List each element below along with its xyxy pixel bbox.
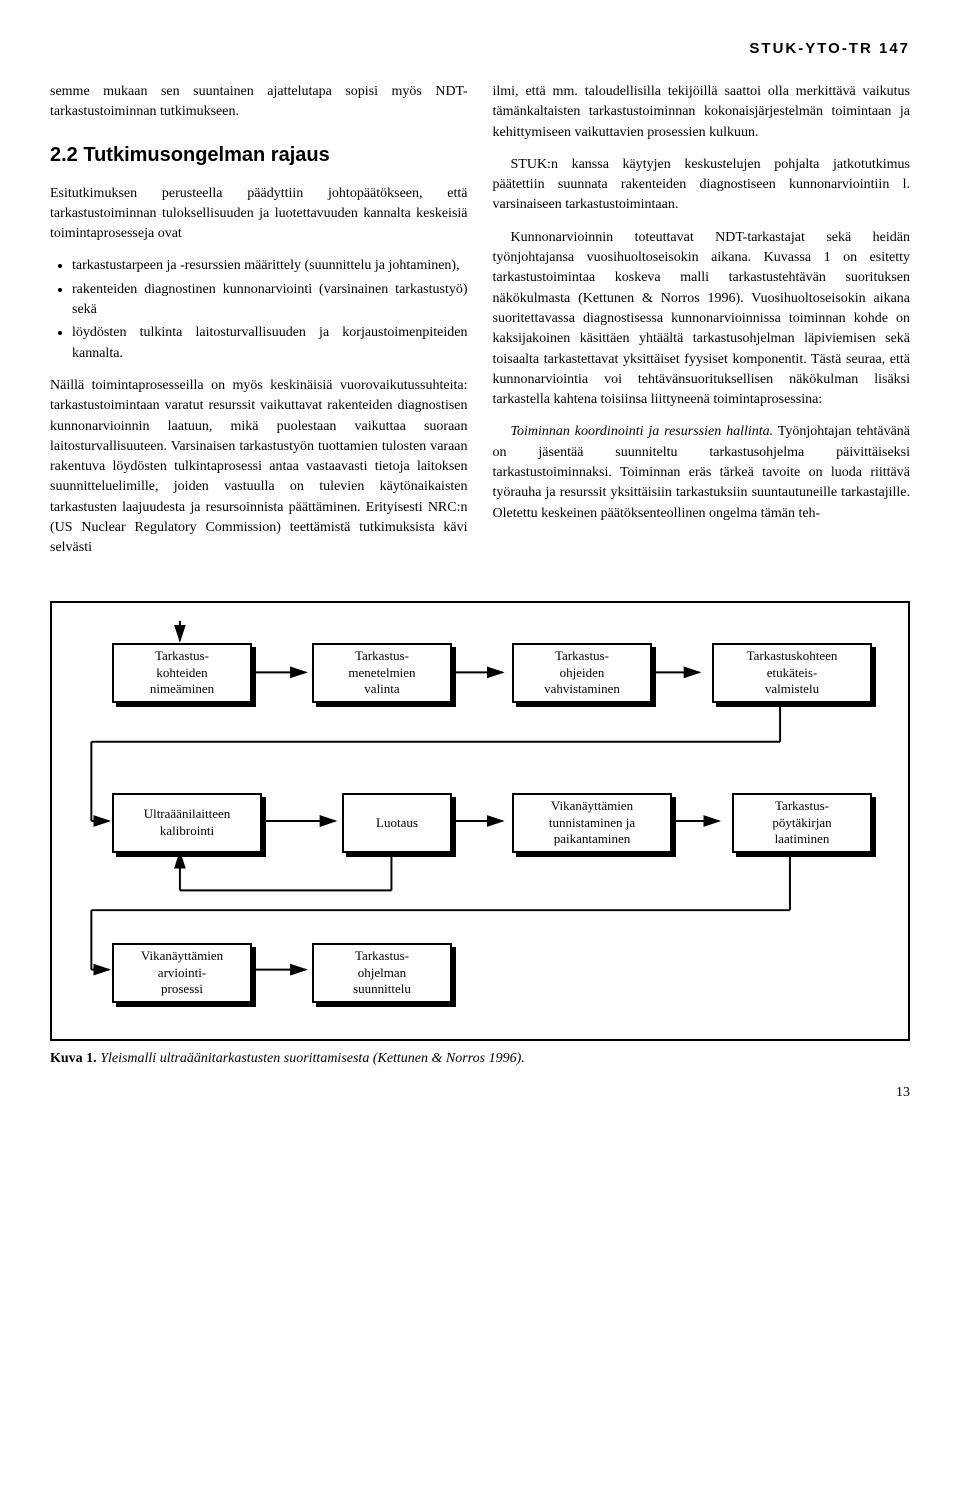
flow-node-label: Ultraäänilaitteenkalibrointi xyxy=(144,806,231,839)
flow-node: Tarkastus-ohjelmansuunnittelu xyxy=(312,943,452,1003)
flow-node: Ultraäänilaitteenkalibrointi xyxy=(112,793,262,853)
bullet-list: tarkastustarpeen ja -resurssien määritte… xyxy=(50,256,468,363)
flow-node: Vikanäyttämientunnistaminen japaikantami… xyxy=(512,793,672,853)
flow-node-label: Tarkastus-kohteidennimeäminen xyxy=(150,648,214,697)
right-para1: ilmi, että mm. taloudellisilla tekijöill… xyxy=(493,82,911,143)
flow-node: Tarkastus-menetelmienvalinta xyxy=(312,643,452,703)
right-para3: Kunnonarvioinnin toteuttavat NDT-tarkast… xyxy=(493,228,911,411)
page-number: 13 xyxy=(50,1085,910,1101)
right-para2: STUK:n kanssa käytyjen keskustelujen poh… xyxy=(493,155,911,216)
flow-node: Tarkastus-kohteidennimeäminen xyxy=(112,643,252,703)
figure-caption: Kuva 1. Yleismalli ultraäänitarkastusten… xyxy=(50,1051,910,1067)
right-para4: Toiminnan koordinointi ja resurssien hal… xyxy=(493,422,911,523)
flow-node-label: Tarkastus-ohjelmansuunnittelu xyxy=(353,948,411,997)
flow-node: Vikanäyttämienarviointi-prosessi xyxy=(112,943,252,1003)
bullet-item: rakenteiden diagnostinen kunnonarviointi… xyxy=(72,280,468,321)
flow-node: Tarkastuskohteenetukäteis-valmistelu xyxy=(712,643,872,703)
report-code: STUK-YTO-TR 147 xyxy=(50,40,910,57)
flow-node-label: Tarkastus-ohjeidenvahvistaminen xyxy=(544,648,620,697)
flow-node-label: Tarkastuskohteenetukäteis-valmistelu xyxy=(747,648,838,697)
bullet-item: löydösten tulkinta laitosturvallisuuden … xyxy=(72,323,468,364)
text-columns: semme mukaan sen suuntainen ajattelutapa… xyxy=(50,82,910,571)
caption-lead: Kuva 1. xyxy=(50,1051,97,1066)
caption-text: Yleismalli ultraäänitarkastusten suoritt… xyxy=(97,1051,525,1066)
flow-node: Luotaus xyxy=(342,793,452,853)
flow-node-label: Vikanäyttämientunnistaminen japaikantami… xyxy=(549,798,635,847)
bullet-item: tarkastustarpeen ja -resurssien määritte… xyxy=(72,256,468,276)
section-title: 2.2 Tutkimusongelman rajaus xyxy=(50,141,468,170)
left-para2: Näillä toimintaprosesseilla on myös kesk… xyxy=(50,376,468,559)
flow-node-label: Tarkastus-menetelmienvalinta xyxy=(348,648,415,697)
right-column: ilmi, että mm. taloudellisilla tekijöill… xyxy=(493,82,911,571)
para4-lead: Toiminnan koordinointi ja resurssien hal… xyxy=(511,424,774,439)
flowchart-diagram: Tarkastus-kohteidennimeäminen Tarkastus-… xyxy=(50,601,910,1041)
left-para1: Esitutkimuksen perusteella päädyttiin jo… xyxy=(50,184,468,245)
left-column: semme mukaan sen suuntainen ajattelutapa… xyxy=(50,82,468,571)
intro-para: semme mukaan sen suuntainen ajattelutapa… xyxy=(50,82,468,123)
flow-node-label: Tarkastus-pöytäkirjanlaatiminen xyxy=(772,798,831,847)
flow-node-label: Vikanäyttämienarviointi-prosessi xyxy=(141,948,223,997)
flow-node: Tarkastus-pöytäkirjanlaatiminen xyxy=(732,793,872,853)
flow-node: Tarkastus-ohjeidenvahvistaminen xyxy=(512,643,652,703)
flow-node-label: Luotaus xyxy=(376,815,418,831)
